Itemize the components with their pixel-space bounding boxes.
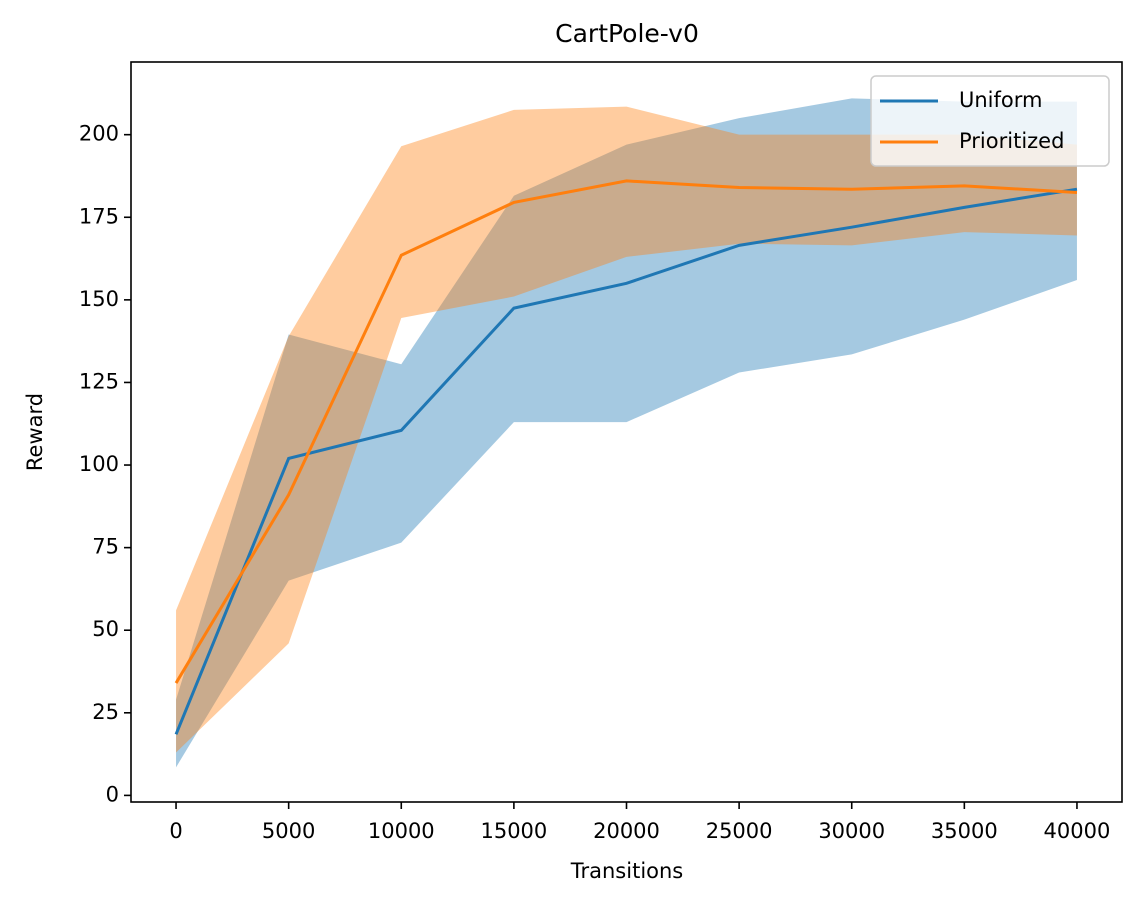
line [174, 187, 1078, 735]
legend-label: Prioritized [959, 129, 1064, 153]
x-tick-label: 35000 [931, 819, 998, 843]
y-axis-label: Reward [23, 393, 47, 471]
y-tick-label: 150 [79, 287, 119, 311]
y-tick-label: 175 [79, 204, 119, 228]
y-tick-label: 25 [92, 700, 119, 724]
x-tick-label: 30000 [818, 819, 885, 843]
y-tick-label: 75 [92, 535, 119, 559]
band [176, 106, 1077, 753]
x-tick-label: 0 [169, 819, 182, 843]
x-tick-label: 10000 [368, 819, 435, 843]
y-tick-label: 50 [92, 617, 119, 641]
x-tick-label: 40000 [1044, 819, 1111, 843]
line [174, 179, 1078, 684]
legend-label: Uniform [959, 88, 1042, 112]
y-tick-label: 200 [79, 122, 119, 146]
legend: Uniform Prioritized [870, 75, 1110, 167]
band [176, 98, 1077, 768]
y-tick-label: 100 [79, 452, 119, 476]
y-tick-label: 125 [79, 369, 119, 393]
x-tick-label: 5000 [262, 819, 315, 843]
x-tick-label: 15000 [480, 819, 547, 843]
chart-title: CartPole-v0 [555, 19, 699, 48]
x-tick-label: 25000 [706, 819, 773, 843]
x-tick-label: 20000 [593, 819, 660, 843]
y-tick-label: 0 [106, 782, 119, 806]
x-axis-label: Transitions [570, 859, 684, 883]
